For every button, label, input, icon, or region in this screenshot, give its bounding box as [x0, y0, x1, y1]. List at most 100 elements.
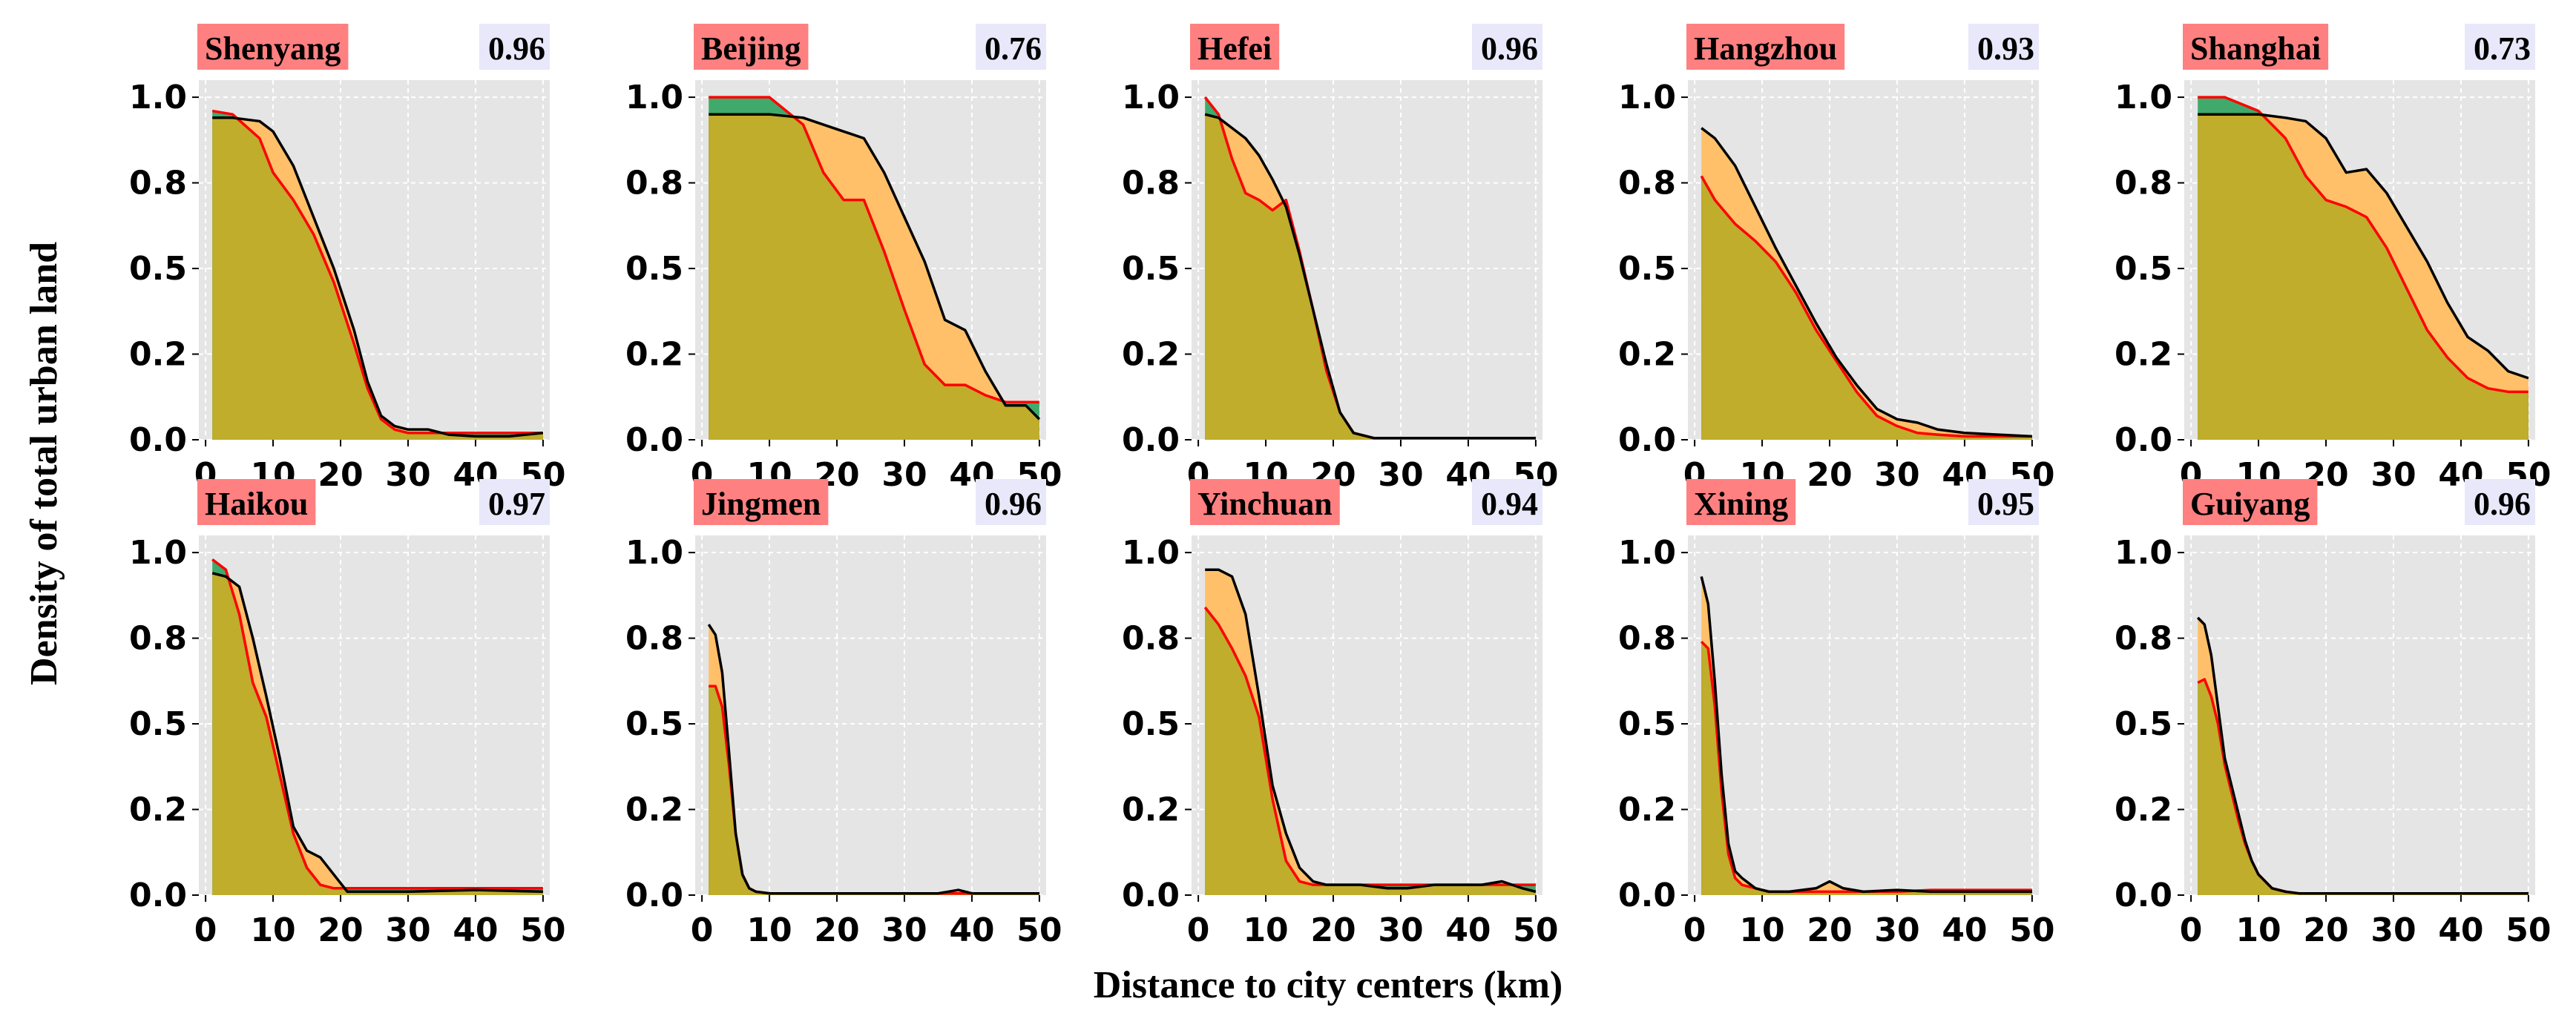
series-a-line: [1701, 127, 2032, 438]
y-tick-label: 0.2: [1618, 791, 1676, 829]
series-a-line: [707, 624, 1039, 895]
overlap-area: [709, 114, 1039, 440]
x-tick-label: 30: [1874, 911, 1919, 949]
panels-layer: 0.0 0.2 0.5 0.8 1.0 0 10 20 30 40 50 Shenyang 0.96 0.…: [129, 24, 2552, 949]
score-badge: [1472, 24, 1542, 70]
y-tick-label: 0.0: [1618, 421, 1676, 459]
y-tick-label: 0.5: [2115, 705, 2172, 743]
y-tick-label: 0.5: [1122, 705, 1180, 743]
y-tick-label: 1.0: [2115, 534, 2172, 572]
series-a-line: [709, 113, 1041, 420]
x-tick-label: 20: [1807, 911, 1852, 949]
series-b-line: [2198, 96, 2529, 394]
y-tick-label: 0.2: [625, 336, 683, 374]
x-tick-label: 30: [1378, 456, 1423, 494]
y-tick-label: 0.2: [1122, 336, 1180, 374]
y-tick-label: 1.0: [625, 79, 683, 116]
x-tick-label: 20: [2303, 911, 2348, 949]
city-badge: [2183, 479, 2318, 525]
x-tick-label: 30: [881, 456, 927, 494]
y-tick-label: 0.8: [625, 620, 683, 658]
x-tick-label: 20: [1807, 456, 1852, 494]
y-tick-label: 0.8: [1618, 620, 1676, 658]
panel-guiyang: 0.0 0.2 0.5 0.8 1.0 0 10 20 30 40 50 Guiyang 0.96: [2115, 479, 2552, 949]
x-tick-label: 50: [1016, 911, 1062, 949]
score-badge: [1472, 479, 1542, 525]
y-tick-label: 0.8: [2115, 165, 2172, 202]
city-label: Shanghai: [2190, 30, 2321, 67]
x-axis-title: Distance to city centers (km): [1094, 964, 1563, 1006]
x-tick-label: 50: [520, 911, 565, 949]
y-tick-label: 1.0: [1618, 534, 1676, 572]
overlap-area: [1205, 114, 1536, 440]
city-label: Beijing: [701, 30, 801, 67]
overlap-area: [212, 573, 543, 895]
y-tick-label: 0.0: [2115, 421, 2172, 459]
y-tick-label: 0.0: [1618, 877, 1676, 914]
score-label: 0.96: [1481, 30, 1538, 67]
x-tick-label: 40: [1942, 911, 1987, 949]
y-tick-label: 1.0: [1122, 79, 1180, 116]
y-tick-label: 0.8: [625, 165, 683, 202]
y-tick-label: 1.0: [625, 534, 683, 572]
y-tick-label: 0.5: [129, 250, 187, 288]
y-tick-label: 1.0: [1122, 534, 1180, 572]
overlap-area: [212, 117, 543, 440]
y-tick-label: 0.5: [2115, 250, 2172, 288]
series-a-line: [2196, 616, 2529, 895]
overlap-area: [2198, 114, 2529, 440]
city-label: Shenyang: [205, 30, 341, 67]
y-tick-label: 0.0: [129, 421, 187, 459]
y-tick-label: 1.0: [129, 79, 187, 116]
city-label: Guiyang: [2190, 486, 2310, 522]
x-tick-label: 40: [949, 911, 994, 949]
y-tick-label: 0.8: [1122, 165, 1180, 202]
city-label: Yinchuan: [1197, 486, 1333, 522]
y-tick-label: 0.2: [129, 336, 187, 374]
x-tick-label: 0: [2180, 911, 2203, 949]
x-tick-label: 30: [2370, 911, 2416, 949]
score-badge: [976, 24, 1046, 70]
x-tick-label: 50: [2506, 911, 2551, 949]
y-tick-label: 0.5: [625, 705, 683, 743]
y-tick-label: 1.0: [1618, 79, 1676, 116]
x-tick-label: 30: [385, 911, 430, 949]
score-badge: [2465, 479, 2535, 525]
panel-background: [1688, 535, 2039, 895]
city-label: Jingmen: [701, 486, 821, 522]
x-tick-label: 10: [250, 911, 295, 949]
y-tick-label: 0.5: [129, 705, 187, 743]
y-tick-label: 0.2: [1618, 336, 1676, 374]
x-tick-label: 0: [691, 911, 714, 949]
x-tick-label: 10: [2235, 911, 2281, 949]
x-tick-label: 30: [1874, 456, 1919, 494]
y-tick-label: 1.0: [2115, 79, 2172, 116]
city-label: Hefei: [1197, 30, 1272, 67]
x-tick-label: 10: [1739, 911, 1784, 949]
x-tick-label: 30: [385, 456, 430, 494]
x-tick-label: 30: [2370, 456, 2416, 494]
overlap-area: [1701, 176, 2032, 440]
city-badge: [197, 24, 349, 70]
panel-jingmen: 0.0 0.2 0.5 0.8 1.0 0 10 20 30 40 50 Jingmen 0.96: [625, 479, 1062, 949]
y-tick-label: 0.2: [2115, 791, 2172, 829]
panel-yinchuan: 0.0 0.2 0.5 0.8 1.0 0 10 20 30 40 50 Yinchuan 0.94: [1122, 479, 1559, 949]
series-b-line: [1700, 175, 2032, 438]
score-label: 0.73: [2474, 30, 2531, 67]
x-tick-label: 30: [881, 911, 927, 949]
x-tick-label: 20: [814, 911, 859, 949]
series-b-line: [709, 96, 1039, 403]
city-label: Xining: [1694, 486, 1788, 522]
score-badge: [976, 479, 1046, 525]
y-tick-label: 0.2: [625, 791, 683, 829]
score-label: 0.94: [1481, 486, 1538, 522]
series-b-line: [211, 109, 543, 435]
x-tick-label: 0: [1187, 911, 1210, 949]
score-label: 0.95: [1977, 486, 2034, 522]
y-tick-label: 0.8: [129, 165, 187, 202]
